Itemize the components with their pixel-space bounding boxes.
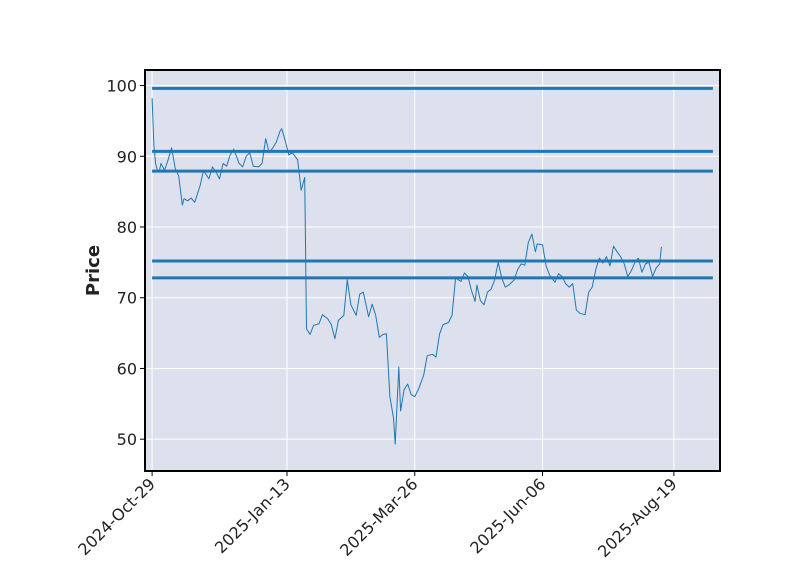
price-series [151, 98, 662, 445]
y-tick-label-4: 90 [117, 147, 137, 166]
price-line-0 [151, 98, 662, 445]
y-tick-label-5: 100 [106, 77, 137, 96]
y-tick-label-1: 60 [117, 359, 137, 378]
y-tick-label-3: 80 [117, 218, 137, 237]
x-tick-label-1: 2025-Jan-13 [211, 474, 294, 557]
y-tick-label-0: 50 [117, 430, 137, 449]
x-tick-label-0: 2024-Oct-29 [74, 474, 159, 559]
x-tick-label-3: 2025-Jun-06 [466, 474, 549, 557]
plot-frame [144, 69, 721, 472]
y-axis-label: Price [83, 245, 104, 296]
horizontal-levels [152, 86, 713, 280]
y-tick-label-2: 70 [117, 289, 137, 308]
plot-background [145, 70, 720, 471]
x-tick-label-4: 2025-Aug-19 [594, 474, 681, 561]
y-axis-ticks: 50 60 70 80 90 100 [106, 77, 145, 449]
x-axis-ticks: 2024-Oct-29 2025-Jan-13 2025-Mar-26 2025-Ju… [74, 471, 681, 561]
grid-lines [145, 70, 720, 471]
x-tick-label-2: 2025-Mar-26 [336, 474, 421, 559]
